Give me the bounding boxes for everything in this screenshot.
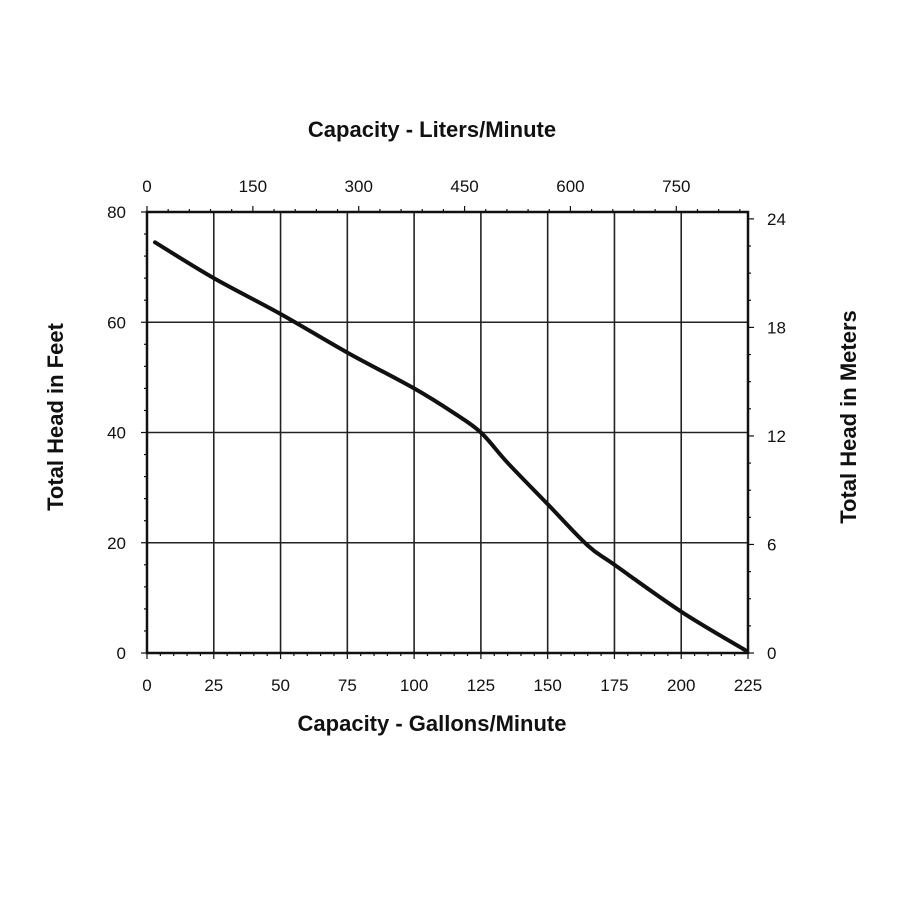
x-tick-label: 100: [400, 676, 428, 695]
y-right-tick-label: 24: [767, 210, 786, 229]
performance-curve-line: [153, 240, 748, 653]
top-axis-title: Capacity - Liters/Minute: [308, 117, 556, 142]
top-tick-label: 300: [345, 177, 373, 196]
top-tick-label: 450: [450, 177, 478, 196]
y-right-tick-label: 6: [767, 535, 776, 554]
y-right-axis-title: Total Head in Meters: [836, 310, 861, 524]
plot-frame: [145, 210, 750, 655]
x-tick-label: 50: [271, 676, 290, 695]
grid-lines: [147, 212, 748, 653]
x-axis-title: Capacity - Gallons/Minute: [298, 711, 567, 736]
x-tick-label: 25: [204, 676, 223, 695]
x-tick-label: 200: [667, 676, 695, 695]
top-tick-label: 150: [239, 177, 267, 196]
y-tick-label: 0: [117, 644, 126, 663]
top-tick-label: 0: [142, 177, 151, 196]
y-right-tick-label: 12: [767, 427, 786, 446]
y-tick-label: 40: [107, 424, 126, 443]
x-tick-label: 175: [600, 676, 628, 695]
y-tick-label: 60: [107, 313, 126, 332]
y-tick-label: 80: [107, 203, 126, 222]
x-tick-label: 0: [142, 676, 151, 695]
data-series: [153, 240, 748, 653]
x-tick-label: 75: [338, 676, 357, 695]
y-axis-title: Total Head in Feet: [43, 322, 68, 511]
top-tick-label: 600: [556, 177, 584, 196]
x-tick-label: 125: [467, 676, 495, 695]
x-tick-label: 225: [734, 676, 762, 695]
y-tick-label: 20: [107, 534, 126, 553]
y-right-tick-label: 18: [767, 318, 786, 337]
x-tick-label: 150: [533, 676, 561, 695]
top-tick-label: 750: [662, 177, 690, 196]
y-right-tick-label: 0: [767, 644, 776, 663]
